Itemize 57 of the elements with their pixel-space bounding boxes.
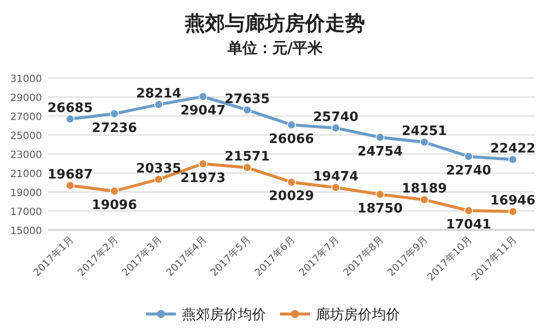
point	[66, 114, 75, 124]
y-tick-label: 31000	[10, 74, 42, 85]
data-label: 21571	[224, 150, 270, 165]
y-tick-label: 27000	[10, 112, 42, 123]
point	[198, 92, 208, 101]
point	[154, 174, 164, 184]
y-tick-label: 15000	[10, 226, 42, 237]
data-label: 17041	[446, 218, 492, 233]
data-label: 22422	[490, 141, 536, 156]
chart-title: 燕郊与廊坊房价走势	[184, 11, 365, 35]
point	[287, 178, 296, 187]
point	[242, 106, 252, 114]
point	[331, 183, 340, 192]
point	[508, 155, 518, 164]
y-tick-label: 17000	[10, 207, 42, 218]
y-tick-label: 19000	[10, 188, 42, 199]
y-tick-label: 23000	[10, 150, 42, 161]
y-tick-label: 29000	[10, 93, 42, 104]
point	[508, 207, 518, 216]
data-label: 18189	[402, 182, 447, 197]
point	[376, 190, 384, 199]
data-label: 26685	[48, 100, 93, 116]
point	[110, 186, 119, 196]
data-label: 25740	[313, 110, 358, 125]
data-label: 27236	[92, 120, 138, 136]
point	[420, 195, 429, 204]
point	[154, 100, 164, 109]
point	[198, 159, 208, 168]
data-label: 20335	[136, 161, 182, 176]
point	[242, 163, 252, 172]
y-tick-label: 21000	[10, 169, 42, 180]
point	[376, 132, 384, 142]
data-label: 19687	[48, 167, 93, 182]
data-label: 24754	[357, 144, 403, 160]
data-label: 26066	[268, 132, 314, 147]
data-label: 24251	[402, 124, 447, 140]
data-label: 22740	[446, 163, 492, 178]
point	[464, 152, 473, 161]
data-label: 18750	[357, 201, 403, 216]
data-label: 27635	[224, 92, 270, 107]
data-label: 21973	[180, 170, 226, 186]
data-label: 19096	[92, 198, 138, 214]
data-label: 29047	[180, 104, 226, 119]
point	[287, 120, 296, 130]
data-label: 28214	[136, 86, 182, 102]
chart-subtitle: 单位：元/平米	[226, 39, 324, 57]
legend-label: 燕郊房价均价	[182, 307, 266, 323]
point	[420, 138, 429, 147]
legend-label: 廊坊房价均价	[316, 307, 400, 323]
point	[464, 206, 473, 216]
point	[110, 109, 119, 118]
data-label: 19474	[313, 169, 358, 184]
point	[331, 124, 340, 132]
point	[66, 181, 75, 190]
data-label: 16946	[490, 194, 536, 209]
data-label: 20029	[268, 189, 314, 204]
y-tick-label: 25000	[10, 131, 42, 142]
